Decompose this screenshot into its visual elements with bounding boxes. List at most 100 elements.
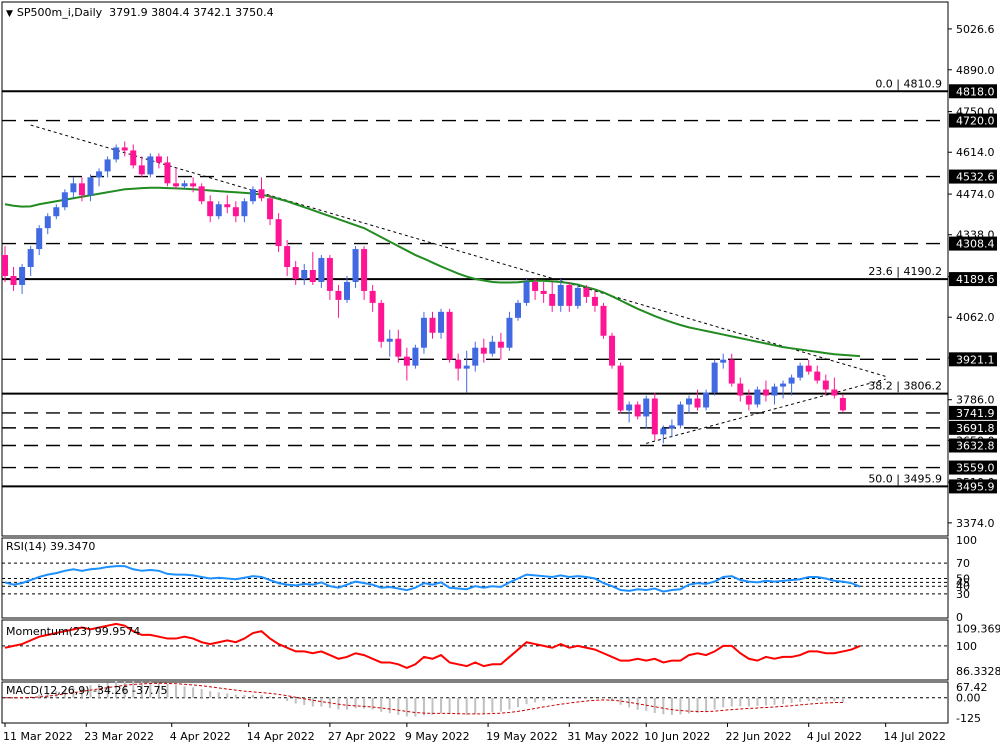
candle: [617, 362, 624, 414]
candle-body: [737, 383, 744, 396]
candle-body: [292, 267, 299, 279]
candle-body: [634, 404, 641, 417]
candle-body: [326, 258, 333, 291]
candle-body: [190, 183, 197, 187]
time-tick-label: 4 Apr 2022: [170, 730, 231, 743]
candle: [660, 425, 667, 444]
candle: [591, 290, 598, 312]
candle: [190, 177, 197, 193]
candle-body: [198, 186, 205, 202]
candle: [215, 201, 222, 220]
candle-body: [780, 383, 787, 387]
candle: [344, 275, 350, 303]
candle: [2, 246, 8, 282]
candle-body: [78, 183, 85, 196]
candle-body: [429, 317, 436, 333]
candle: [87, 174, 94, 202]
candle: [44, 213, 51, 235]
momentum-title: Momentum(23) 99.9574: [6, 625, 141, 638]
candle-body: [275, 219, 282, 247]
price-tick-label: 4890.0: [956, 64, 995, 77]
price-tick-label: 4474.0: [956, 188, 995, 201]
candle-body: [839, 397, 846, 411]
macd-tick-label: 0.00: [956, 692, 981, 705]
candle: [395, 329, 402, 363]
candle-body: [241, 201, 248, 217]
candle-body: [420, 317, 427, 348]
candle: [361, 246, 368, 300]
candle-body: [711, 362, 718, 393]
candle: [420, 311, 427, 354]
candle-body: [497, 341, 504, 348]
candle-body: [549, 293, 556, 306]
candle-body: [703, 392, 710, 408]
level-tag-box: [949, 352, 997, 367]
candle: [831, 377, 838, 399]
candle-body: [369, 290, 376, 303]
candle: [438, 308, 445, 339]
candle: [839, 394, 846, 413]
candle-body: [155, 156, 162, 163]
macd-tick-label: 67.42: [956, 681, 988, 694]
candle-body: [463, 365, 470, 369]
rsi-tick-label: 40: [956, 580, 970, 593]
candle: [138, 156, 145, 178]
candle: [173, 168, 179, 190]
candle: [566, 281, 573, 312]
candle-body: [70, 183, 77, 193]
candle: [292, 261, 299, 285]
macd-tick-label: -125: [956, 712, 981, 725]
candle: [694, 389, 701, 411]
candle-body: [344, 281, 350, 300]
candle: [600, 302, 607, 339]
candle: [480, 338, 487, 363]
collapse-triangle-icon[interactable]: ▼: [6, 9, 13, 19]
time-tick-label: 9 May 2022: [405, 730, 470, 743]
price-tick-label: 3374.0: [956, 517, 995, 530]
candle-body: [814, 371, 821, 381]
level-tag-box: [949, 420, 997, 435]
candle-body: [686, 398, 692, 405]
level-tag-label: 4720.0: [956, 115, 995, 128]
candle: [19, 264, 26, 294]
time-tick-label: 4 Jul 2022: [807, 730, 862, 743]
candle: [532, 278, 539, 300]
candle-body: [480, 347, 487, 354]
panel-frame-3: [1, 681, 949, 724]
time-tick-label: 23 Mar 2022: [84, 730, 154, 743]
candle: [583, 284, 590, 303]
candle: [643, 395, 650, 429]
candle-body: [472, 347, 479, 366]
candle: [10, 267, 17, 291]
candle: [805, 359, 812, 375]
trendline: [30, 124, 886, 377]
candle-body: [617, 365, 624, 411]
level-tag-label: 4818.0: [956, 85, 995, 98]
candle: [155, 153, 162, 169]
candle: [412, 344, 419, 369]
candle-body: [164, 162, 171, 184]
candle: [249, 186, 256, 205]
candle: [711, 359, 718, 396]
candle-body: [232, 207, 239, 217]
rsi-title: RSI(14) 39.3470: [6, 540, 96, 553]
candle: [207, 195, 214, 223]
candle: [326, 255, 333, 300]
candle-body: [147, 156, 154, 175]
trendline: [646, 378, 886, 444]
candle: [472, 341, 479, 372]
candle-body: [378, 302, 385, 342]
candle: [147, 153, 154, 178]
candle-body: [386, 338, 393, 342]
level-tag-label: 3632.8: [956, 440, 995, 453]
candle-body: [831, 389, 838, 396]
candle: [489, 335, 496, 357]
candle-body: [267, 198, 274, 220]
candle-body: [626, 404, 633, 411]
level-tag-box: [949, 169, 997, 184]
fib-label: 38.2 | 3806.2: [868, 380, 942, 393]
level-tag-box: [949, 405, 997, 420]
candle-body: [36, 228, 43, 250]
candle-body: [301, 270, 308, 279]
